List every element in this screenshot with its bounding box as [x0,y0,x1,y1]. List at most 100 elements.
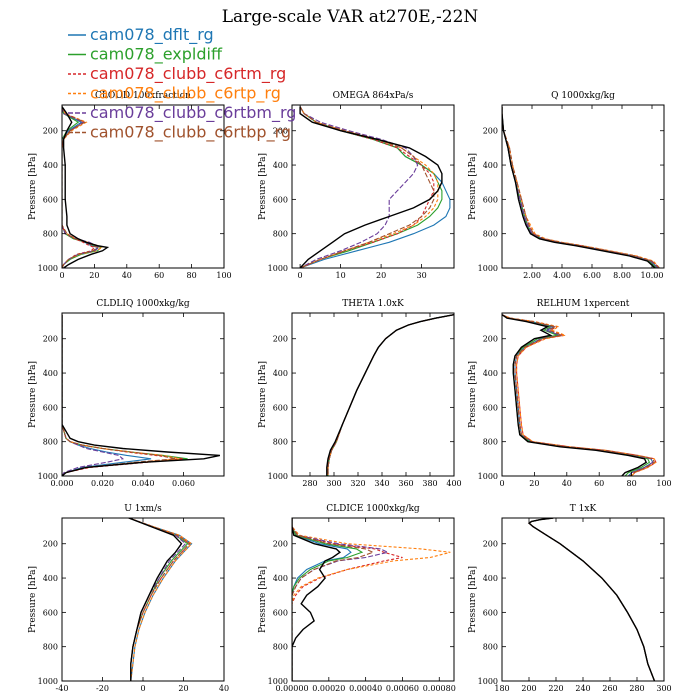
x-tick-label: 30 [417,271,427,280]
y-tick-label: 200 [483,540,498,549]
series-line-1 [502,106,659,268]
series-line-5 [327,314,454,476]
x-tick-label: 40 [219,684,229,693]
series-line-1 [299,106,451,268]
y-axis-label: Pressure [hPa] [468,153,478,220]
y-tick-label: 1000 [478,264,498,273]
x-tick-label: 280 [629,684,644,693]
x-tick-label: 80 [187,271,197,280]
y-tick-label: 600 [43,403,58,412]
x-tick-label: 260 [602,684,617,693]
legend-label: cam078_clubb_c6rtbp_rg [90,123,291,143]
x-tick-label: 400 [446,479,461,488]
series-line-5 [299,106,419,268]
y-tick-label: 600 [43,608,58,617]
x-tick-label: 60 [154,271,164,280]
x-tick-label: 0 [499,479,504,488]
y-tick-label: 200 [483,335,498,344]
y-tick-label: 400 [483,369,498,378]
series-line-6 [299,106,435,268]
series-line-7 [326,314,454,476]
y-tick-label: 800 [273,230,288,239]
series-line-5 [502,314,654,476]
y-tick-label: 800 [483,230,498,239]
panel-title: CLOUD 100xfraction [95,91,191,101]
y-tick-label: 800 [43,643,58,652]
series-line-7 [62,106,110,268]
legend-label: cam078_clubb_c6rtp_rg [90,84,281,104]
x-tick-label: 360 [398,479,413,488]
y-tick-label: 800 [273,643,288,652]
y-tick-label: 600 [273,195,288,204]
legend-label: cam078_dflt_rg [90,25,214,45]
x-tick-label: 0.00000 [275,684,308,693]
series-line-7 [128,518,183,681]
x-tick-label: 240 [575,684,590,693]
series-line-1 [327,314,454,476]
series-line-2 [292,518,364,681]
y-tick-label: 200 [273,127,288,136]
panel-9-series [527,518,656,681]
series-line-7 [62,314,221,476]
series-line-4 [292,518,451,681]
x-tick-label: 2.00 [523,271,541,280]
x-tick-label: 0 [59,271,64,280]
y-tick-label: 400 [273,161,288,170]
x-tick-label: 340 [374,479,389,488]
y-tick-label: 200 [273,540,288,549]
x-tick-label: 0 [298,271,303,280]
panel-frame [61,312,225,477]
x-tick-label: 0.00080 [423,684,456,693]
panel-title: CLDLIQ 1000xkg/kg [96,299,190,309]
y-axis-label: Pressure [hPa] [28,153,38,220]
x-tick-label: 300 [326,479,341,488]
series-line-7 [502,106,656,268]
series-line-7 [292,518,342,681]
x-tick-label: 0.000 [51,479,74,488]
x-tick-label: 180 [494,684,509,693]
legend-item-1: cam078_dflt_rg [68,25,214,45]
x-tick-label: 10 [336,271,346,280]
panel-1: CLOUD 100xfraction 0 20 40 60 80 100 200 400 600 8… [28,91,232,280]
y-tick-label: 1000 [268,677,288,686]
series-line-3 [292,518,403,681]
series-line-3 [502,106,660,268]
series-line-2 [299,106,443,268]
series-line-2 [502,314,651,476]
y-tick-label: 800 [43,230,58,239]
x-tick-label: 280 [302,479,317,488]
y-tick-label: 1000 [478,677,498,686]
series-line-4 [528,518,656,681]
series-line-2 [128,518,189,681]
legend-item-2: cam078_expldiff [68,45,223,65]
y-tick-label: 600 [43,195,58,204]
x-tick-label: 220 [548,684,563,693]
x-tick-label: 320 [350,479,365,488]
y-tick-label: 400 [273,369,288,378]
x-tick-label: 20 [89,271,99,280]
panel-frame [501,104,665,269]
panel-6-series [502,314,657,476]
x-tick-label: 20 [178,684,188,693]
x-tick-label: 0.020 [91,479,114,488]
x-tick-label: 4.00 [553,271,571,280]
y-axis-label: Pressure [hPa] [28,566,38,633]
panel-frame [291,104,455,269]
series-line-5 [62,314,125,476]
panel-2-series [299,106,451,268]
series-line-5 [292,518,390,681]
y-tick-label: 1000 [38,677,58,686]
x-tick-label: 0.00040 [349,684,382,693]
panel-7: U 1xm/s -40 -20 0 20 40 200 400 600 800 1000 Pressu… [28,504,229,693]
series-line-1 [292,518,352,681]
y-axis-label: Pressure [hPa] [258,566,268,633]
y-tick-label: 1000 [478,472,498,481]
panel-title: THETA 1.0xK [342,299,404,309]
series-line-4 [502,314,657,476]
series-line-1 [502,314,654,476]
panel-3: Q 1000xkg/kg 2.00 4.00 6.00 8.00 10.00 200 400 6… [468,91,665,280]
y-tick-label: 1000 [38,472,58,481]
series-line-4 [128,518,193,681]
